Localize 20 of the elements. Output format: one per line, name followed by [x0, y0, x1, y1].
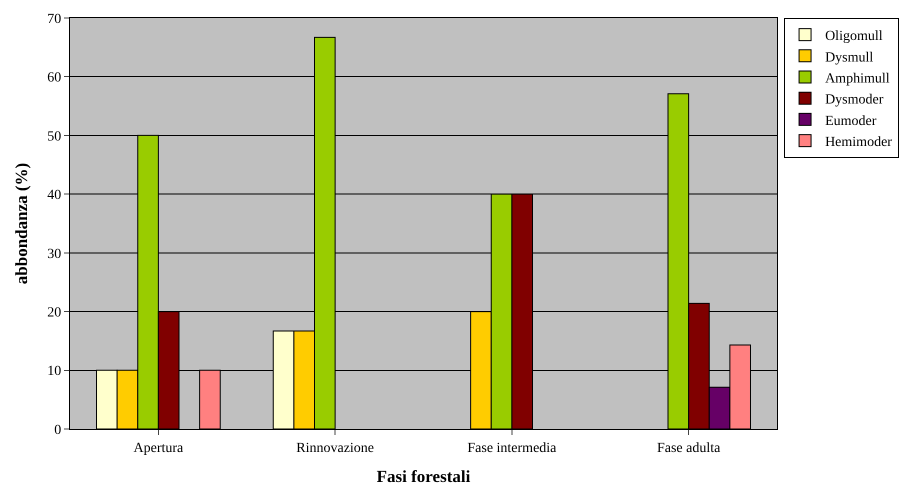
y-tick-label: 30: [47, 246, 62, 262]
legend-label: Oligomull: [825, 29, 883, 44]
x-tick-label: Fase intermedia: [467, 440, 558, 456]
legend-label: Eumoder: [825, 114, 877, 129]
legend-label: Dysmull: [825, 50, 874, 66]
y-axis-title: abbondanza (%): [12, 162, 31, 284]
legend-label: Dysmoder: [825, 92, 884, 108]
x-tick-label: Apertura: [133, 440, 184, 456]
y-tick-label: 0: [54, 422, 62, 438]
y-tick-label: 10: [47, 364, 62, 380]
x-axis-title: Fasi forestali: [376, 467, 471, 486]
y-tick-label: 40: [47, 188, 62, 204]
y-tick-label: 70: [47, 12, 62, 27]
y-tick-label: 60: [47, 70, 62, 86]
y-tick-label: 20: [47, 305, 62, 320]
legend-label: Hemimoder: [825, 135, 892, 150]
y-tick-label: 50: [47, 129, 62, 144]
x-tick-label: Rinnovazione: [296, 440, 374, 456]
x-tick-label: Fase adulta: [656, 440, 722, 456]
legend-label: Amphimull: [825, 71, 890, 86]
